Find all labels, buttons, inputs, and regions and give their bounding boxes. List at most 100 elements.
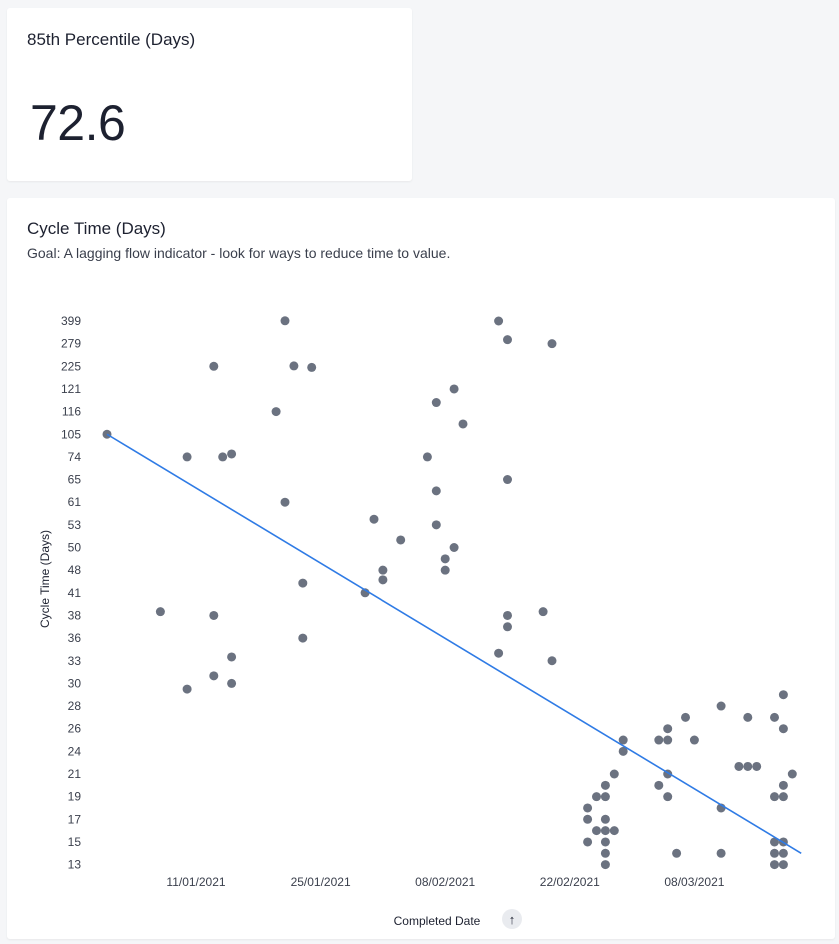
data-point[interactable] <box>503 622 512 632</box>
data-point[interactable] <box>218 452 228 462</box>
data-point[interactable] <box>778 780 788 790</box>
data-point[interactable] <box>592 826 601 836</box>
data-point[interactable] <box>778 848 788 858</box>
x-tick-label: 25/01/2021 <box>291 875 351 889</box>
chart-subtitle: Goal: A lagging flow indicator - look fo… <box>27 245 451 261</box>
data-point[interactable] <box>182 684 192 694</box>
data-point[interactable] <box>592 792 601 802</box>
y-tick-label: 26 <box>68 722 82 736</box>
data-point[interactable] <box>752 761 762 771</box>
data-point[interactable] <box>503 475 512 485</box>
data-point[interactable] <box>778 792 788 802</box>
data-point[interactable] <box>770 860 779 870</box>
data-point[interactable] <box>618 746 628 756</box>
data-point[interactable] <box>547 339 557 349</box>
x-tick-label: 08/03/2021 <box>664 875 724 889</box>
data-point[interactable] <box>600 826 610 836</box>
x-tick-label: 08/02/2021 <box>415 875 475 889</box>
data-point[interactable] <box>672 848 682 858</box>
data-point[interactable] <box>227 678 237 688</box>
data-point[interactable] <box>600 837 610 847</box>
data-point[interactable] <box>583 803 593 813</box>
data-point[interactable] <box>503 335 512 345</box>
data-point[interactable] <box>583 837 593 847</box>
data-point[interactable] <box>431 398 441 408</box>
data-point[interactable] <box>209 671 219 681</box>
y-tick-label: 225 <box>61 359 81 373</box>
data-point[interactable] <box>716 848 726 858</box>
data-point[interactable] <box>298 578 308 588</box>
data-point[interactable] <box>618 735 628 745</box>
data-point[interactable] <box>227 652 237 662</box>
x-tick-label: 11/01/2021 <box>166 875 225 889</box>
data-point[interactable] <box>663 724 673 734</box>
data-point[interactable] <box>600 814 610 824</box>
data-point[interactable] <box>716 701 726 711</box>
data-point[interactable] <box>654 735 664 745</box>
y-tick-label: 24 <box>68 744 82 758</box>
data-point[interactable] <box>770 712 779 722</box>
data-point[interactable] <box>298 633 308 643</box>
data-point[interactable] <box>503 610 512 620</box>
data-point[interactable] <box>787 769 797 779</box>
data-point[interactable] <box>600 848 610 858</box>
data-point[interactable] <box>689 735 699 745</box>
data-point[interactable] <box>681 712 690 722</box>
data-point[interactable] <box>449 543 459 552</box>
data-point[interactable] <box>494 648 504 658</box>
data-point[interactable] <box>209 610 219 620</box>
y-tick-label: 36 <box>68 631 82 645</box>
data-point[interactable] <box>770 837 779 847</box>
data-point[interactable] <box>654 780 664 790</box>
data-point[interactable] <box>609 769 619 779</box>
data-point[interactable] <box>494 316 504 326</box>
data-point[interactable] <box>307 362 317 372</box>
data-point[interactable] <box>547 656 557 666</box>
data-point[interactable] <box>663 735 673 745</box>
data-point[interactable] <box>600 780 610 790</box>
data-point[interactable] <box>743 761 753 771</box>
data-point[interactable] <box>369 514 379 524</box>
data-point[interactable] <box>770 792 779 802</box>
data-point[interactable] <box>280 497 290 507</box>
data-point[interactable] <box>538 607 548 617</box>
data-point[interactable] <box>280 316 290 326</box>
sort-button[interactable]: ↑ <box>502 909 522 929</box>
y-tick-label: 19 <box>68 790 82 804</box>
data-point[interactable] <box>600 860 610 870</box>
y-tick-label: 33 <box>68 654 82 668</box>
data-point[interactable] <box>734 761 744 771</box>
x-axis-label: Completed Date <box>394 914 481 928</box>
data-point[interactable] <box>422 452 432 462</box>
y-axis-ticks: 399 279 225 121 116 105 74 65 61 53 50 48 41 38 36 33 30… <box>61 314 81 872</box>
data-point[interactable] <box>778 690 788 700</box>
data-point[interactable] <box>458 419 468 429</box>
data-point[interactable] <box>431 486 441 496</box>
data-point[interactable] <box>209 361 219 371</box>
data-point[interactable] <box>600 792 610 802</box>
data-point[interactable] <box>182 452 192 462</box>
data-point[interactable] <box>289 361 299 371</box>
data-point[interactable] <box>449 384 459 394</box>
data-point[interactable] <box>271 407 281 417</box>
y-tick-label: 38 <box>68 608 82 622</box>
data-point[interactable] <box>778 860 788 870</box>
y-tick-label: 279 <box>61 337 81 351</box>
data-point[interactable] <box>663 792 673 802</box>
data-point[interactable] <box>609 826 619 836</box>
data-point[interactable] <box>431 520 441 530</box>
data-point[interactable] <box>770 848 779 858</box>
data-point[interactable] <box>440 554 450 564</box>
data-point[interactable] <box>743 712 753 722</box>
data-point[interactable] <box>396 535 406 545</box>
data-point[interactable] <box>378 575 388 585</box>
data-point[interactable] <box>583 814 593 824</box>
y-tick-label: 105 <box>61 427 81 441</box>
data-point[interactable] <box>440 565 450 575</box>
data-point[interactable] <box>378 565 388 575</box>
data-point[interactable] <box>227 449 237 459</box>
y-tick-label: 399 <box>61 314 81 328</box>
data-point[interactable] <box>778 724 788 734</box>
data-point[interactable] <box>155 607 165 617</box>
y-tick-label: 48 <box>68 563 82 577</box>
